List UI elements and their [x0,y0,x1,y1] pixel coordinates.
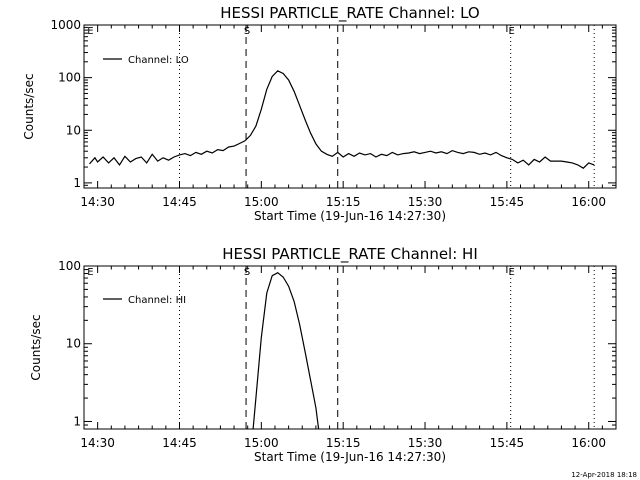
x-tick-label: 15:15 [326,195,361,209]
chart-title: HESSI PARTICLE_RATE Channel: LO [220,4,479,23]
x-tick-label: 15:30 [408,195,443,209]
x-tick-label: 14:30 [80,436,115,450]
y-tick-label: 1000 [50,18,81,32]
x-axis-label: Start Time (19-Jun-16 14:27:30) [254,209,446,223]
legend-label: Channel: HI [128,295,186,306]
y-tick-label: 10 [66,123,81,137]
x-tick-label: 15:30 [408,436,443,450]
y-tick-label: 10 [66,337,81,351]
y-tick-label: 100 [58,259,81,273]
y-tick-label: 1 [73,176,81,190]
x-tick-label: 16:00 [571,436,606,450]
marker-label: E [509,267,515,278]
y-axis-label: Counts/sec [29,314,43,380]
marker-label: E [87,26,93,37]
y-axis-label: Counts/sec [22,73,36,139]
marker-label: E [87,267,93,278]
marker-label: S [244,26,250,37]
x-tick-label: 14:45 [162,195,197,209]
chart-panel-1: HESSI PARTICLE_RATE Channel: HI 14:30 14:4… [29,245,617,464]
x-tick-label: 15:00 [244,436,279,450]
x-tick-label: 15:45 [490,195,525,209]
series-line [89,70,595,169]
x-tick-label: 15:15 [326,436,361,450]
chart-title: HESSI PARTICLE_RATE Channel: HI [222,245,478,264]
chart-panel-0: HESSI PARTICLE_RATE Channel: LO 14:30 14:4… [22,4,617,223]
series-line [252,271,320,429]
y-tick-label: 1 [73,414,81,428]
render-timestamp: 12-Apr-2018 18:18 [571,471,637,479]
marker-label: E [509,26,515,37]
x-tick-label: 15:00 [244,195,279,209]
y-tick-label: 100 [58,71,81,85]
marker-label: S [244,267,250,278]
x-tick-label: 14:45 [162,436,197,450]
plot-frame [83,24,617,189]
x-tick-label: 16:00 [571,195,606,209]
plot-frame [83,265,617,430]
x-axis-label: Start Time (19-Jun-16 14:27:30) [254,450,446,464]
x-tick-label: 15:45 [490,436,525,450]
x-tick-label: 14:30 [80,195,115,209]
legend-label: Channel: LO [128,55,189,66]
